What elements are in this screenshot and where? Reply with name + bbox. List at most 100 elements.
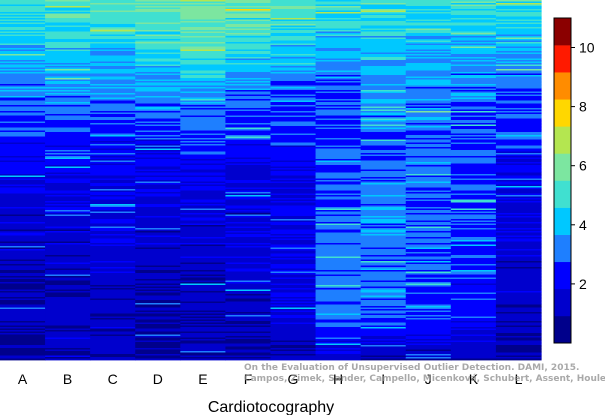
heatmap-cell [405,120,452,122]
heatmap-cell [45,298,91,301]
heatmap-cell [90,48,136,50]
heatmap-cell [0,292,46,295]
heatmap-cell [180,12,227,14]
heatmap-cell [180,48,227,50]
heatmap-cell [495,210,542,212]
heatmap-cell [450,228,497,230]
heatmap-cell [270,294,317,296]
heatmap-cell [495,322,542,325]
heatmap-cell [450,108,497,110]
heatmap-cell [270,346,317,349]
heatmap-cell [495,9,542,11]
heatmap-cell [225,19,272,22]
heatmap-cell [315,157,362,160]
heatmap-cell [45,303,91,305]
heatmap-cell [315,22,362,25]
heatmap-cell [45,318,91,320]
heatmap-cell [45,10,91,13]
heatmap-cell [0,7,46,10]
heatmap-cell [180,261,227,263]
heatmap-cell [450,333,497,335]
heatmap-cell [360,184,407,187]
heatmap-cell [180,232,227,235]
heatmap-cell [495,160,542,163]
heatmap-cell [45,243,91,245]
heatmap-cell [360,279,407,281]
heatmap-cell [0,193,46,196]
heatmap-cell [180,117,227,119]
heatmap-cell [360,289,407,292]
heatmap-cell [90,100,136,103]
heatmap-cell [0,277,46,280]
heatmap-cell [135,256,181,259]
heatmap-cell [450,336,497,338]
heatmap-cell [45,283,91,286]
heatmap-cell [360,205,407,208]
heatmap-cell [45,37,91,40]
heatmap-cell [90,54,136,56]
heatmap-cell [225,219,272,221]
heatmap-cell [450,231,497,233]
heatmap-cell [270,358,317,361]
heatmap-cell [405,342,452,344]
heatmap-cell [405,114,452,116]
heatmap-cell [225,253,272,256]
heatmap-cell [180,207,227,209]
heatmap-cell [270,331,317,334]
heatmap-cell [360,339,407,341]
heatmap-cell [90,108,136,110]
heatmap-cell [405,169,452,172]
heatmap-cell [270,115,317,118]
heatmap-cell [450,139,497,142]
heatmap-cell [270,34,317,37]
heatmap-cell [225,138,272,140]
heatmap-cell [135,291,181,293]
heatmap-cell [225,6,272,8]
heatmap-cell [360,70,407,73]
heatmap-cell [135,334,181,337]
heatmap-cell [225,156,272,158]
heatmap-cell [450,102,497,104]
heatmap-cell [45,49,91,52]
heatmap-cell [405,9,452,11]
heatmap-cell [405,45,452,47]
heatmap-cell [180,174,227,176]
heatmap-cell [450,247,497,250]
heatmap-cell [90,193,136,196]
heatmap-cell [270,31,317,34]
heatmap-cell [0,177,46,179]
heatmap-cell [405,222,452,224]
heatmap-cell [180,183,227,185]
heatmap-cell [180,217,227,220]
heatmap-cell [450,166,497,169]
heatmap-cell [360,6,407,8]
heatmap-cell [90,349,136,352]
heatmap-cell [270,166,317,169]
heatmap-cell [45,3,91,5]
heatmap-cell [135,319,181,322]
heatmap-cell [225,33,272,35]
heatmap-cell [405,258,452,260]
heatmap-cell [180,282,227,284]
heatmap-cell [0,205,46,208]
heatmap-cell [495,295,542,298]
heatmap-cell [315,319,362,322]
heatmap-cell [495,82,542,85]
heatmap-cell [495,126,542,128]
heatmap-cell [0,181,46,184]
heatmap-cell [0,198,46,200]
heatmap-cell [450,121,497,124]
heatmap-cell [405,133,452,136]
heatmap-cell [180,49,227,52]
heatmap-cell [450,352,497,355]
heatmap-cell [45,132,91,134]
heatmap-cell [0,117,46,119]
heatmap-cell [0,63,46,65]
heatmap-cell [90,121,136,124]
heatmap-cell [90,295,136,298]
heatmap-cell [495,60,542,62]
heatmap-cell [225,120,272,122]
heatmap-cell [225,100,272,103]
heatmap-cell [315,63,362,65]
